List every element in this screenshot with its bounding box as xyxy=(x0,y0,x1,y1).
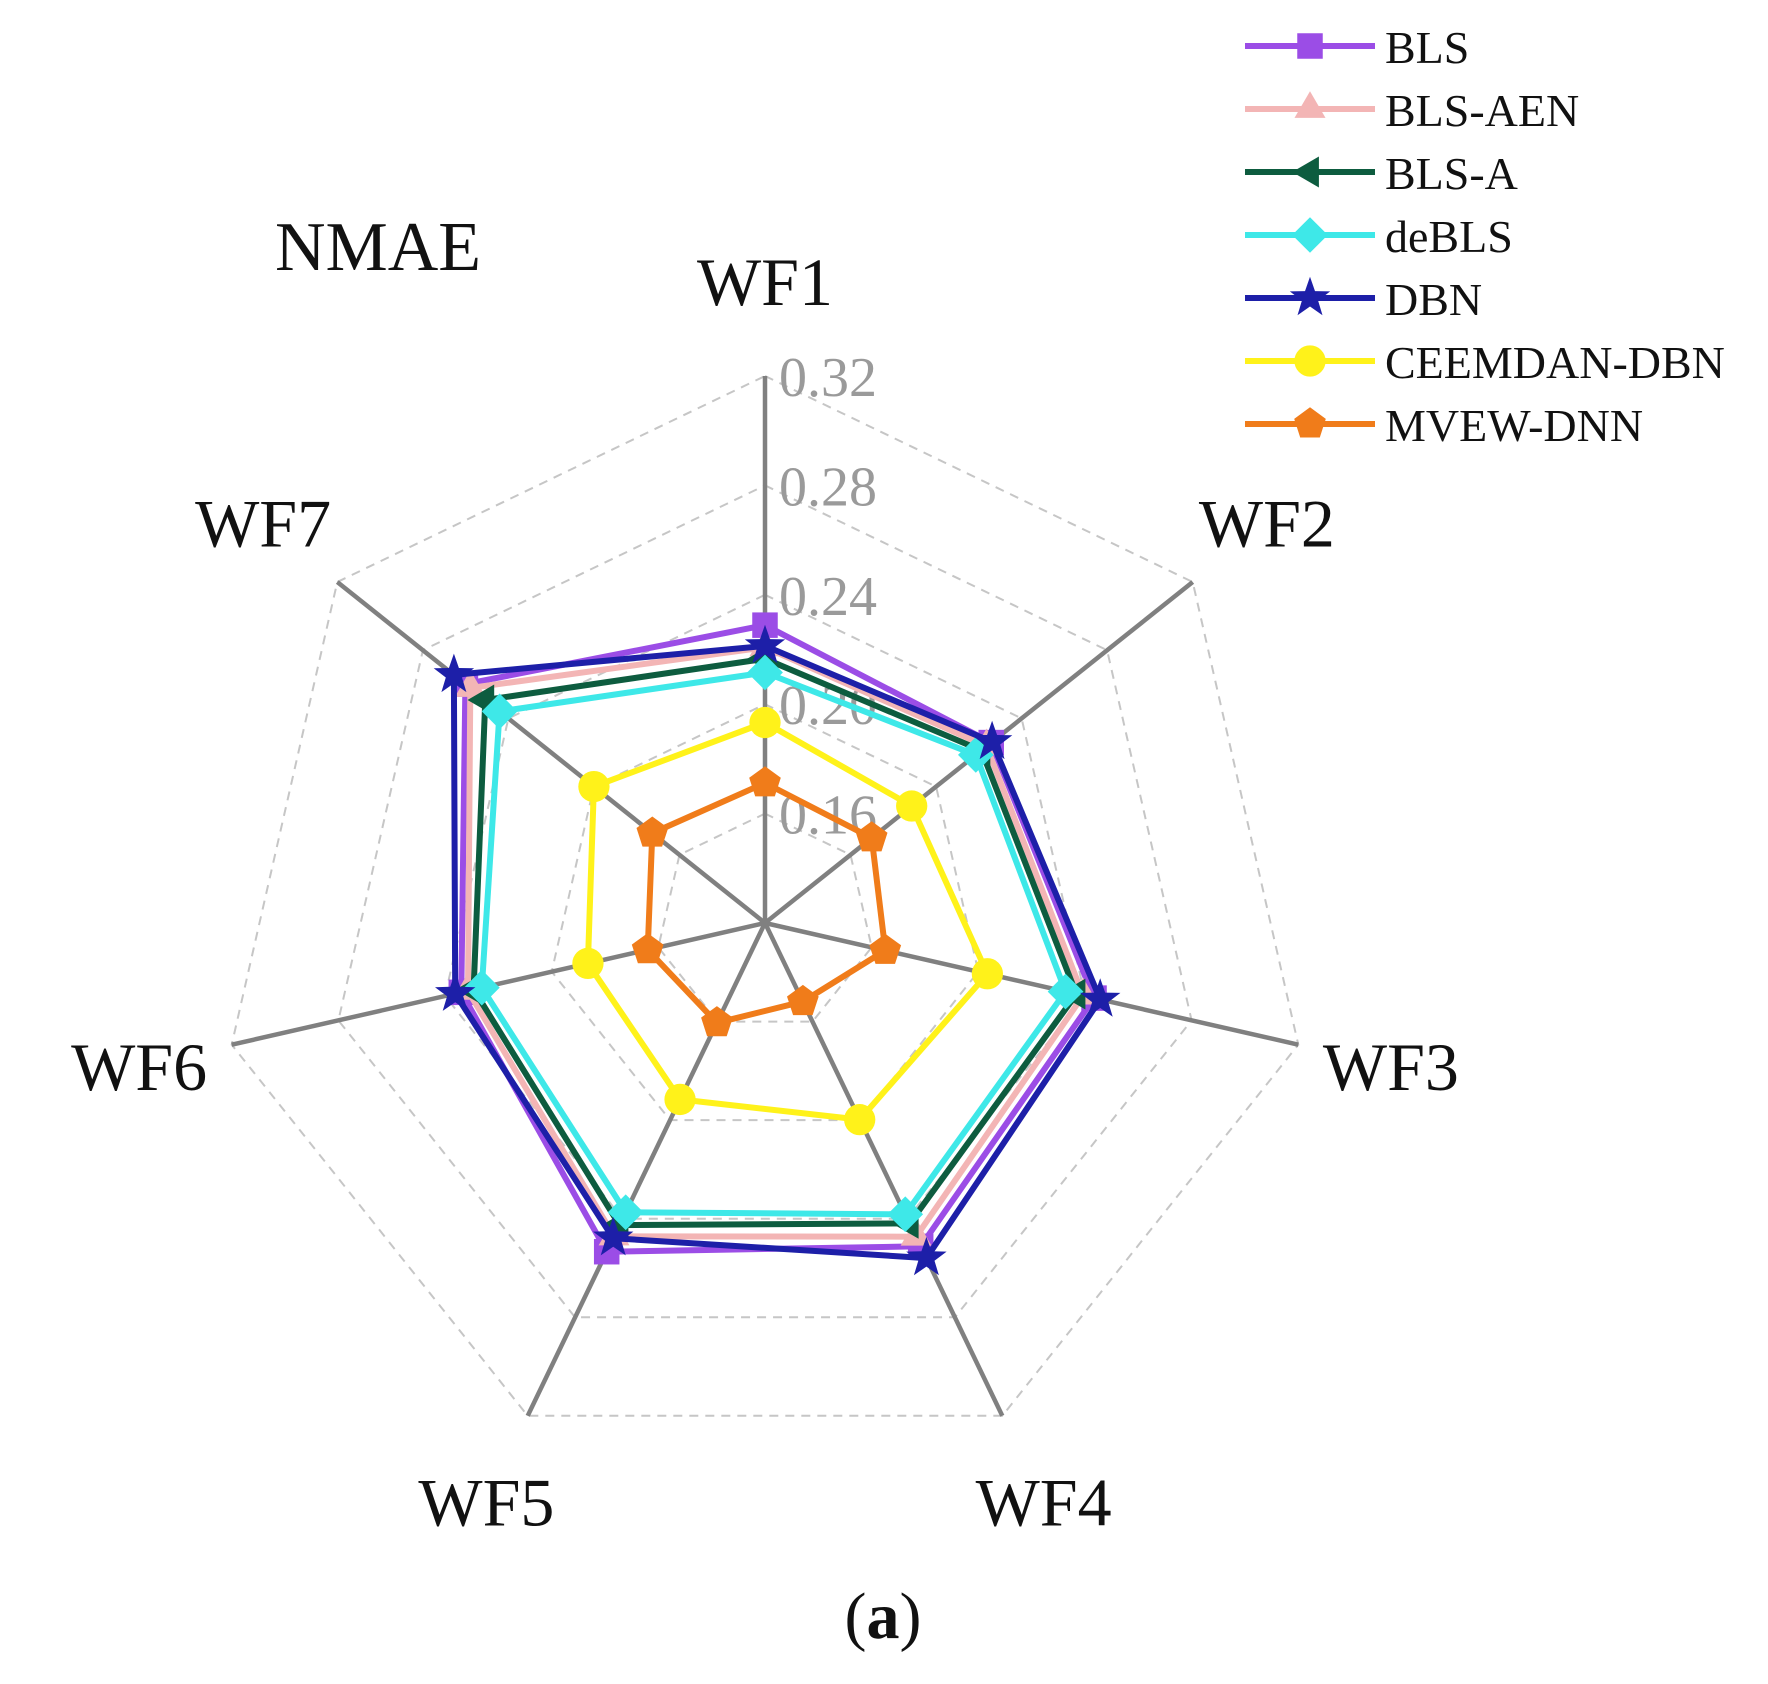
marker-mvew-dnn-wf5 xyxy=(701,1006,733,1037)
marker-dbn-wf6 xyxy=(435,972,476,1011)
axis-line-wf6 xyxy=(231,920,766,1047)
series-line-dbn xyxy=(450,642,1104,1262)
marker-ceemdan-dbn-wf2 xyxy=(896,790,928,822)
series-line-mvew-dnn xyxy=(644,780,889,1026)
legend-item-debls: deBLS xyxy=(1245,211,1513,262)
legend-label: CEEMDAN-DBN xyxy=(1385,337,1725,388)
axes-layer xyxy=(231,376,1299,1417)
series-line-debls xyxy=(478,669,1069,1218)
series-line-bls-a xyxy=(470,655,1080,1229)
series-dbn xyxy=(433,624,1121,1276)
legend-label: DBN xyxy=(1385,274,1482,325)
axis-label-wf4: WF4 xyxy=(976,1464,1112,1540)
figure-caption: (a) xyxy=(845,1580,922,1653)
grid-ring-4 xyxy=(337,484,1193,1319)
grid-ring-2 xyxy=(550,703,980,1122)
marker-debls-wf5 xyxy=(607,1194,644,1231)
marker-bls-aen-wf7 xyxy=(454,670,486,697)
chart-title: NMAE xyxy=(275,209,481,286)
grid-ring-3 xyxy=(443,593,1087,1220)
axis-labels: WF1 WF2 WF3 WF4 WF5 WF6 WF7 xyxy=(71,244,1459,1540)
legend-marker xyxy=(1292,217,1328,253)
marker-debls-wf6 xyxy=(464,969,500,1006)
marker-mvew-dnn-wf2 xyxy=(855,821,888,852)
series-debls xyxy=(464,654,1084,1233)
legend-item-mvew-dnn: MVEW-DNN xyxy=(1245,400,1643,451)
legend-marker xyxy=(1294,345,1326,377)
axis-label-wf2: WF2 xyxy=(1199,486,1335,562)
legend-label: deBLS xyxy=(1385,211,1513,262)
grid-layer xyxy=(230,374,1300,1417)
series-mvew-dnn xyxy=(631,766,902,1037)
grid-ring-5 xyxy=(230,374,1300,1417)
legend-item-ceemdan-dbn: CEEMDAN-DBN xyxy=(1245,337,1725,388)
axis-label-wf5: WF5 xyxy=(418,1464,554,1540)
marker-mvew-dnn-wf6 xyxy=(631,933,664,964)
caption-close-paren: ) xyxy=(900,1580,922,1653)
legend-label: BLS xyxy=(1385,22,1469,73)
marker-mvew-dnn-wf4 xyxy=(787,984,819,1016)
tick-label: 0.32 xyxy=(779,347,877,409)
legend-marker xyxy=(1292,156,1319,188)
caption-open-paren: ( xyxy=(845,1580,867,1653)
series-ceemdan-dbn xyxy=(572,706,1004,1136)
legend-marker xyxy=(1289,276,1331,316)
tick-label: 0.24 xyxy=(779,566,877,628)
marker-ceemdan-dbn-wf4 xyxy=(844,1103,876,1136)
legend-label: BLS-A xyxy=(1385,148,1518,199)
marker-debls-wf7 xyxy=(481,693,518,730)
marker-ceemdan-dbn-wf5 xyxy=(664,1083,696,1116)
marker-dbn-wf1 xyxy=(744,624,786,664)
tick-label: 0.28 xyxy=(779,456,877,518)
legend: BLS BLS-AEN BLS-A deBLS DBN CEEMDAN-DBN MVEW-D… xyxy=(1245,22,1725,451)
marker-dbn-wf7 xyxy=(433,653,475,693)
axis-label-wf6: WF6 xyxy=(71,1029,207,1105)
marker-ceemdan-dbn-wf7 xyxy=(578,770,610,803)
marker-debls-wf4 xyxy=(887,1196,924,1233)
marker-mvew-dnn-wf3 xyxy=(869,933,902,964)
legend-label: BLS-AEN xyxy=(1385,85,1579,136)
axis-line-wf5 xyxy=(525,922,768,1417)
axis-line-wf7 xyxy=(335,580,767,925)
legend-item-bls-a: BLS-A xyxy=(1245,148,1518,199)
marker-mvew-dnn-wf7 xyxy=(636,816,669,847)
marker-debls-wf1 xyxy=(747,654,783,691)
axis-label-wf1: WF1 xyxy=(697,244,833,320)
legend-marker xyxy=(1294,91,1326,118)
series-bls xyxy=(448,612,1107,1265)
series-layer xyxy=(433,612,1121,1276)
axis-label-wf3: WF3 xyxy=(1323,1029,1459,1105)
marker-dbn-wf2 xyxy=(971,720,1013,760)
tick-labels: 0.160.200.240.280.32 xyxy=(779,347,877,847)
marker-ceemdan-dbn-wf1 xyxy=(749,706,781,739)
legend-item-bls-aen: BLS-AEN xyxy=(1245,85,1579,136)
legend-item-dbn: DBN xyxy=(1245,274,1482,325)
marker-mvew-dnn-wf1 xyxy=(749,766,781,797)
marker-ceemdan-dbn-wf3 xyxy=(971,958,1004,990)
legend-label: MVEW-DNN xyxy=(1385,400,1643,451)
series-line-ceemdan-dbn xyxy=(584,719,991,1123)
legend-marker xyxy=(1294,407,1326,438)
marker-dbn-wf5 xyxy=(593,1216,634,1256)
axis-line-wf3 xyxy=(764,920,1299,1047)
marker-debls-wf3 xyxy=(1047,973,1084,1010)
marker-debls-wf2 xyxy=(958,737,994,773)
series-line-bls-aen xyxy=(465,644,1087,1240)
axis-label-wf7: WF7 xyxy=(195,486,331,562)
marker-dbn-wf4 xyxy=(906,1236,947,1276)
caption-letter: a xyxy=(867,1580,900,1653)
marker-ceemdan-dbn-wf6 xyxy=(572,947,604,980)
legend-marker xyxy=(1297,33,1323,59)
marker-dbn-wf3 xyxy=(1080,978,1121,1017)
legend-item-bls: BLS xyxy=(1245,22,1469,73)
